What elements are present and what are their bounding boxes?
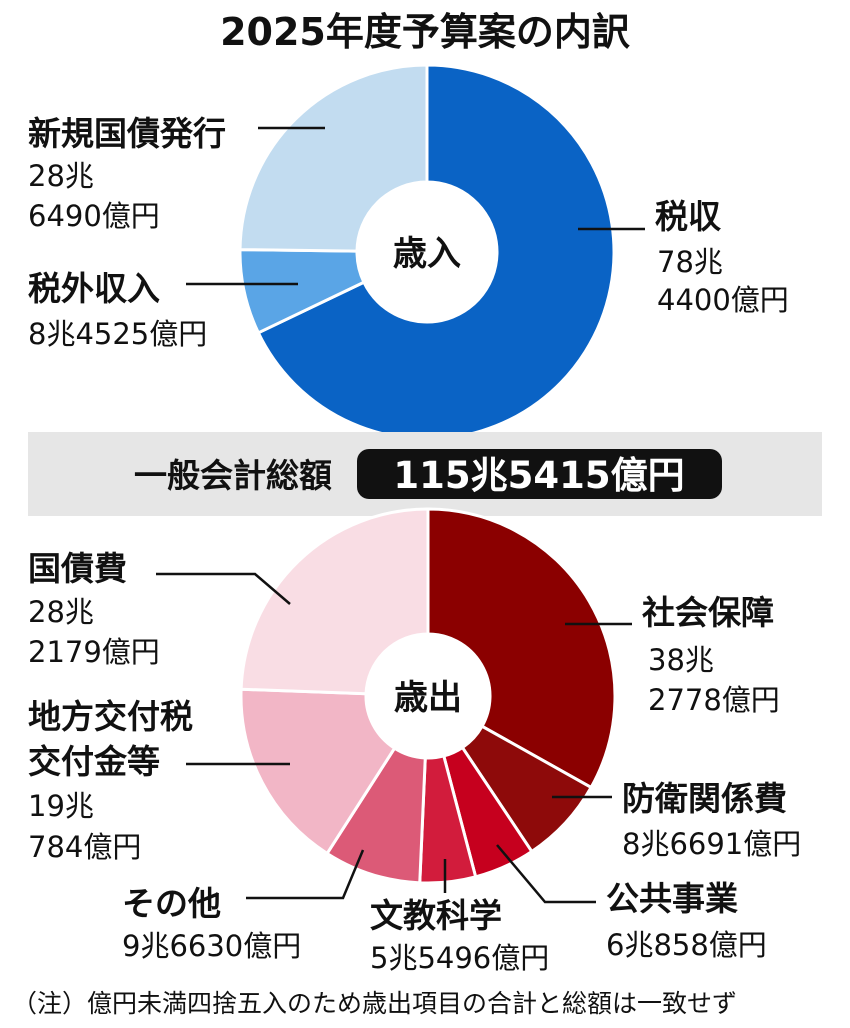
expenditure-slice-5: [239, 687, 397, 856]
revenue-center-label: 歳入: [393, 234, 461, 274]
expenditure-slice-0: [426, 507, 617, 790]
exp-amount-debt-service-line2: 2179億円: [28, 635, 160, 669]
revenue-slice-0: [256, 63, 616, 441]
exp-label-debt-service: 国債費: [28, 549, 127, 588]
exp-amount-local-allocation-line2: 784億円: [28, 830, 141, 864]
total-value: 115兆5415億円: [393, 454, 684, 497]
exp-amount-other: 9兆6630億円: [122, 929, 301, 963]
exp-leader-other: [246, 849, 365, 900]
exp-amount-social-security-line1: 38兆: [648, 643, 714, 677]
expenditure-center-label: 歳出: [394, 678, 462, 718]
page-title: 2025年度予算案の内訳: [220, 10, 630, 54]
revenue-amount-tax-line2: 4400億円: [657, 283, 789, 317]
revenue-label-bonds: 新規国債発行: [28, 114, 226, 153]
total-label: 一般会計総額: [134, 456, 332, 495]
exp-label-local-allocation-line2: 交付金等: [28, 742, 160, 781]
exp-label-other: その他: [122, 884, 221, 923]
revenue-label-tax: 税収: [655, 197, 722, 236]
footnote: （注）億円未満四捨五入のため歳出項目の合計と総額は一致せず: [12, 989, 737, 1018]
exp-label-defense: 防衛関係費: [622, 779, 787, 818]
revenue-label-nontax: 税外収入: [28, 269, 160, 308]
revenue-amount-bonds-line1: 28兆: [28, 159, 94, 193]
exp-leader-public-works: [496, 844, 596, 904]
exp-amount-debt-service-line1: 28兆: [28, 595, 94, 629]
exp-amount-public-works: 6兆858億円: [606, 928, 767, 962]
exp-leader-debt-service: [156, 572, 291, 605]
exp-label-education: 文教科学: [370, 896, 502, 935]
exp-amount-education: 5兆5496億円: [370, 941, 549, 975]
exp-amount-local-allocation-line1: 19兆: [28, 789, 94, 823]
revenue-slice-2: [238, 63, 429, 253]
revenue-amount-nontax: 8兆4525億円: [28, 317, 207, 351]
revenue-amount-bonds-line2: 6490億円: [28, 199, 160, 233]
exp-amount-social-security-line2: 2778億円: [648, 683, 780, 717]
expenditure-slice-6: [239, 507, 430, 696]
exp-amount-defense: 8兆6691億円: [622, 827, 801, 861]
revenue-amount-tax-line1: 78兆: [657, 245, 723, 279]
exp-label-public-works: 公共事業: [606, 879, 738, 918]
exp-label-social-security: 社会保障: [642, 593, 774, 632]
exp-label-local-allocation-line1: 地方交付税: [28, 697, 193, 736]
total-box: [357, 449, 722, 499]
